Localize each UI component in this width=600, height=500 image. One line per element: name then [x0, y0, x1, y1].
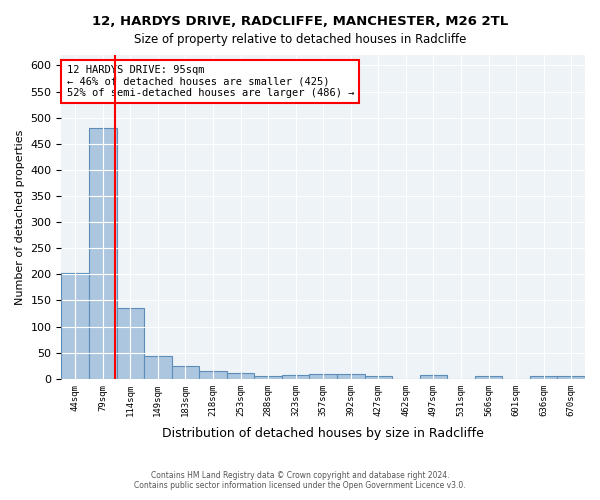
- Bar: [199, 371, 227, 379]
- Bar: [116, 308, 144, 379]
- X-axis label: Distribution of detached houses by size in Radcliffe: Distribution of detached houses by size …: [162, 427, 484, 440]
- Bar: [530, 376, 557, 379]
- Bar: [144, 356, 172, 379]
- Bar: [337, 374, 365, 379]
- Bar: [61, 273, 89, 379]
- Bar: [89, 128, 116, 379]
- Text: 12, HARDYS DRIVE, RADCLIFFE, MANCHESTER, M26 2TL: 12, HARDYS DRIVE, RADCLIFFE, MANCHESTER,…: [92, 15, 508, 28]
- Bar: [254, 376, 282, 379]
- Bar: [282, 375, 310, 379]
- Text: Contains HM Land Registry data © Crown copyright and database right 2024.
Contai: Contains HM Land Registry data © Crown c…: [134, 470, 466, 490]
- Bar: [419, 374, 447, 379]
- Bar: [365, 376, 392, 379]
- Text: 12 HARDYS DRIVE: 95sqm
← 46% of detached houses are smaller (425)
52% of semi-de: 12 HARDYS DRIVE: 95sqm ← 46% of detached…: [67, 64, 354, 98]
- Text: Size of property relative to detached houses in Radcliffe: Size of property relative to detached ho…: [134, 32, 466, 46]
- Bar: [310, 374, 337, 379]
- Bar: [475, 376, 502, 379]
- Bar: [227, 373, 254, 379]
- Y-axis label: Number of detached properties: Number of detached properties: [15, 129, 25, 304]
- Bar: [172, 366, 199, 379]
- Bar: [557, 376, 585, 379]
